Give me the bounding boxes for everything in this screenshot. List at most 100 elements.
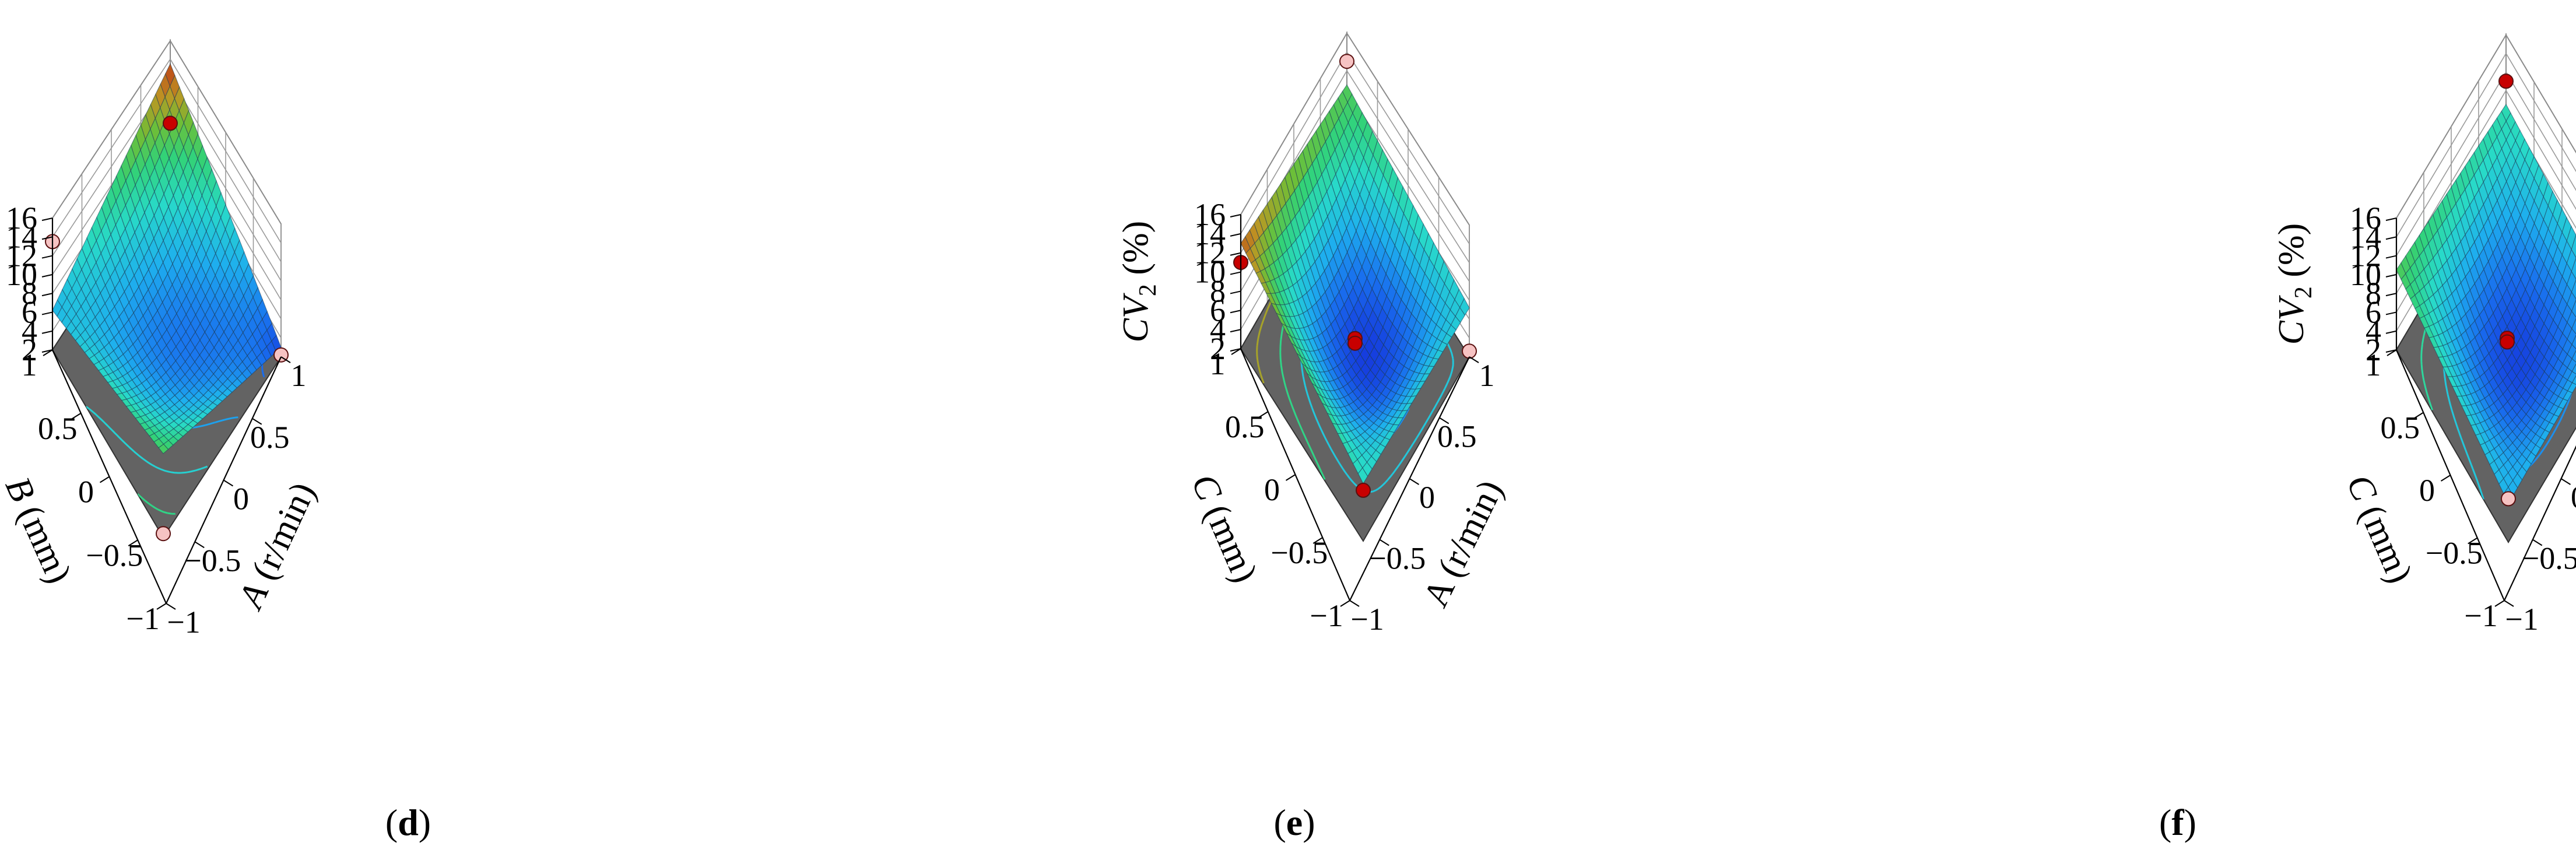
design-point-4 [1347, 335, 1363, 351]
z-tick-label: 4 [22, 314, 37, 349]
design-point-0 [2498, 73, 2514, 89]
left-axis-tick-label: 0.5 [1225, 409, 1265, 444]
z-tick-mark [41, 330, 53, 334]
z-tick-mark [1230, 348, 1241, 352]
left-axis-tick-label: −1 [126, 601, 159, 636]
left-axis-tick [2413, 412, 2424, 419]
left-axis-tick-label: 0 [2419, 473, 2435, 508]
left-axis-tick-label: 0 [78, 475, 94, 510]
left-axis-tick [128, 539, 138, 547]
right-axis-tick [252, 417, 262, 425]
z-tick-label: 10 [2350, 257, 2381, 292]
left-axis-tick-label: −1 [1310, 598, 1343, 633]
right-axis-tick [223, 479, 234, 487]
left-axis-tick-label: −1 [2464, 598, 2497, 633]
right-axis-tick-label: 0 [1419, 480, 1435, 515]
z-tick-label: 4 [2366, 314, 2381, 349]
right-axis-tick-label: −0.5 [2522, 541, 2576, 576]
right-axis-tick-label: −0.5 [184, 543, 241, 578]
surface-cell [2571, 318, 2576, 335]
right-axis-tick [2560, 478, 2571, 485]
right-axis-tick-label: 0.5 [250, 420, 290, 455]
z-tick-mark [1230, 329, 1241, 333]
z-tick-label: 12 [2350, 238, 2381, 273]
design-point-1 [2501, 491, 2516, 507]
right-axis-tick [1409, 478, 1420, 485]
design-point-5 [1462, 343, 1477, 359]
z-tick-label: 16 [1194, 197, 1226, 232]
design-points [2498, 73, 2516, 507]
surface-cell [2571, 375, 2576, 385]
left-axis-tick [43, 349, 53, 356]
left-axis-tick-label: −0.5 [1271, 535, 1328, 570]
z-tick-mark [1230, 290, 1241, 294]
z-tick-mark [1230, 310, 1241, 314]
z-tick-mark [1230, 233, 1241, 237]
z-axis-label: CV2 (%) [2272, 223, 2317, 345]
design-point-2 [1356, 482, 1371, 498]
z-tick-label: 4 [1210, 312, 1226, 347]
response-surface [1240, 84, 1470, 485]
left-axis-tick [99, 476, 110, 483]
z-axis-label: CV2 (%) [1116, 221, 1161, 343]
z-tick-mark [2385, 349, 2397, 353]
response-surface [2396, 103, 2576, 504]
z-tick-label: 6 [1210, 293, 1226, 328]
left-axis-tick [1312, 537, 1323, 544]
left-axis-tick [1258, 411, 1269, 418]
surface-cell [158, 444, 169, 454]
z-tick-mark [41, 217, 53, 221]
design-points [1233, 54, 1477, 498]
right-axis-tick-label: 0 [2571, 480, 2576, 515]
panel-label-d: (d) [385, 802, 431, 843]
z-tick-label: 10 [1194, 255, 1226, 290]
right-axis-tick-label: −1 [1350, 602, 1384, 637]
right-axis-tick [2504, 600, 2514, 607]
left-axis-tick [2387, 349, 2397, 356]
z-tick-mark [2385, 311, 2397, 315]
design-point-0 [163, 115, 178, 131]
z-tick-label: 8 [22, 276, 37, 311]
z-tick-mark [2385, 217, 2397, 221]
z-tick-label: 16 [2350, 201, 2381, 236]
left-axis-tick [1231, 348, 1241, 355]
left-axis-label: C (mm) [1184, 468, 1265, 588]
z-tick-label: 12 [1194, 236, 1226, 271]
left-axis-tick-label: −0.5 [2426, 536, 2483, 571]
right-axis-tick [1379, 539, 1389, 546]
right-axis-tick [280, 356, 291, 363]
right-axis-tick [2532, 539, 2543, 546]
surface-cell [2571, 363, 2576, 375]
z-tick-label: 6 [22, 294, 37, 329]
right-axis-tick [1349, 600, 1360, 607]
z-tick-mark [41, 236, 53, 240]
left-axis-tick [2468, 537, 2478, 545]
left-axis-tick-label: 1 [2366, 347, 2381, 382]
left-axis-tick [2494, 600, 2505, 607]
left-axis-label: C (mm) [2339, 469, 2420, 589]
z-tick-label: 8 [1210, 273, 1226, 308]
panel-label-e: (e) [1273, 802, 1315, 843]
surface-cell [2571, 257, 2576, 280]
z-tick-label: 12 [6, 238, 37, 273]
right-axis-tick-label: −1 [2505, 602, 2538, 637]
z-tick-mark [2385, 236, 2397, 240]
surface-cell [2571, 279, 2576, 300]
z-tick-mark [41, 293, 53, 297]
design-point-0 [1339, 54, 1354, 69]
z-tick-mark [41, 311, 53, 315]
right-axis-label: B (mm) [2573, 484, 2576, 603]
z-tick-mark [1230, 252, 1241, 256]
z-tick-label: 8 [2366, 276, 2381, 311]
z-tick-mark [2385, 293, 2397, 297]
surface-cell [2571, 299, 2576, 318]
design-point-3 [156, 526, 171, 542]
z-tick-label: 2 [1210, 331, 1226, 366]
left-axis-tick-label: 0.5 [38, 411, 78, 446]
design-point-3 [2500, 334, 2515, 350]
left-axis-tick [1285, 474, 1296, 481]
right-axis-tick [1439, 417, 1450, 424]
